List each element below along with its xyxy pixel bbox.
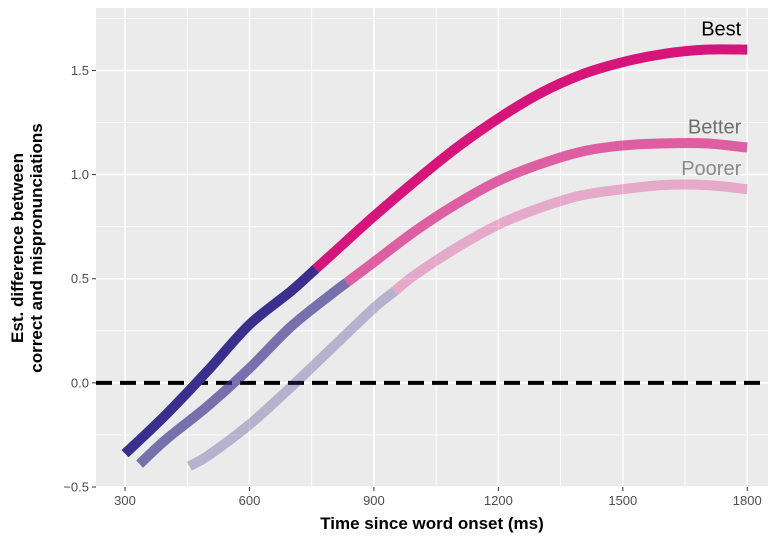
series-line-poorer-below xyxy=(186,287,398,471)
x-tick-label: 1200 xyxy=(484,493,513,508)
series-line-best-below xyxy=(121,265,320,458)
y-tick-label: −0.5 xyxy=(63,480,89,495)
x-axis-title: Time since word onset (ms) xyxy=(320,514,544,533)
y-tick-label: 1.0 xyxy=(71,167,89,182)
y-tick-label: 1.5 xyxy=(71,63,89,78)
series-layer xyxy=(121,44,748,471)
series-line-better-above xyxy=(343,137,748,287)
series-poorer xyxy=(186,179,748,471)
series-line-better-below xyxy=(136,278,350,468)
y-axis-title: Est. difference between correct and misp… xyxy=(8,123,46,372)
x-tick-label: 1500 xyxy=(608,493,637,508)
series-line-poorer-above xyxy=(391,179,748,296)
series-line-best-above xyxy=(312,44,748,273)
y-tick-label: 0.5 xyxy=(71,271,89,286)
y-tick-label: 0.0 xyxy=(71,375,89,390)
series-label-poorer: Poorer xyxy=(681,158,741,180)
series-best xyxy=(121,44,748,458)
series-labels: Poorer Better Best xyxy=(681,19,741,181)
minor-gridlines xyxy=(96,8,768,487)
series-label-best: Best xyxy=(701,19,741,41)
series-label-better: Better xyxy=(688,117,742,139)
x-tick-label: 900 xyxy=(363,493,385,508)
x-tick-label: 600 xyxy=(239,493,261,508)
x-tick-label: 1800 xyxy=(733,493,762,508)
x-axis: 300 600 900 1200 1500 1800 xyxy=(114,487,762,508)
y-axis: −0.5 0.0 0.5 1.0 1.5 xyxy=(63,63,96,495)
y-axis-title-line-1: Est. difference between xyxy=(8,153,27,343)
series-better xyxy=(136,137,748,468)
x-tick-label: 300 xyxy=(114,493,136,508)
y-axis-title-line-2: correct and mispronunciations xyxy=(27,123,46,372)
